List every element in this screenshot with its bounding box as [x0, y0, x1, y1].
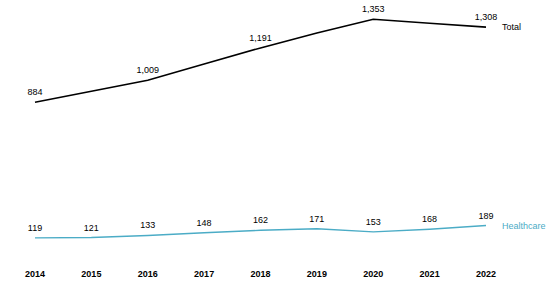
data-label: 1,191: [249, 33, 272, 43]
data-label: 884: [27, 87, 42, 97]
labels: 884 1,009 1,191 1,353 1,308 Total 119 121 133 148…: [27, 4, 545, 233]
x-tick-label: 2019: [307, 269, 327, 279]
data-label: 148: [197, 218, 212, 228]
x-tick-label: 2014: [25, 269, 45, 279]
series-label: Healthcare: [502, 221, 546, 231]
x-tick-label: 2022: [476, 269, 496, 279]
line: [35, 226, 486, 238]
data-label: 168: [422, 214, 437, 224]
plot-area: [35, 19, 486, 238]
line: [35, 19, 486, 102]
chart: 2014 2015 2016 2017 2018 2019 2020 2021 2022 884 1…: [0, 0, 554, 284]
x-tick-label: 2020: [363, 269, 383, 279]
data-label: 133: [140, 220, 155, 230]
data-label: 1,353: [362, 4, 385, 14]
x-tick-label: 2018: [250, 269, 270, 279]
data-label: 189: [478, 211, 493, 221]
x-tick-label: 2021: [420, 269, 440, 279]
data-label: 171: [309, 214, 324, 224]
x-tick-label: 2016: [138, 269, 158, 279]
data-label: 162: [253, 215, 268, 225]
data-label: 119: [28, 223, 42, 233]
data-label: 121: [84, 223, 99, 233]
x-tick-label: 2017: [194, 269, 214, 279]
data-label: 1,308: [475, 12, 498, 22]
series-label: Total: [502, 22, 521, 32]
data-label: 153: [366, 217, 381, 227]
x-tick-label: 2015: [81, 269, 101, 279]
data-label: 1,009: [136, 65, 159, 75]
